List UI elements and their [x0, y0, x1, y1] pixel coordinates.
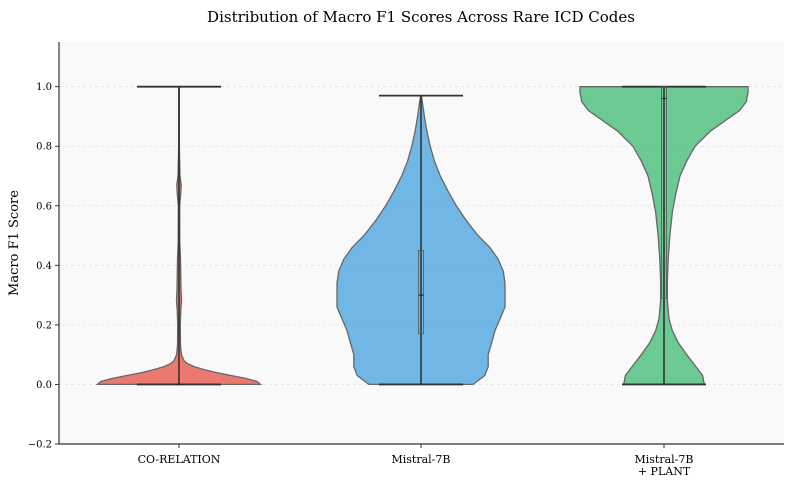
y-tick-label: 0.8 — [36, 142, 52, 153]
y-tick-label: 0.0 — [36, 380, 52, 391]
violin-group — [95, 85, 263, 386]
violin-group — [579, 85, 749, 386]
violins — [95, 85, 749, 386]
x-tick-label: Mistral-7B — [392, 453, 451, 466]
y-tick-label: 0.4 — [36, 261, 52, 272]
y-tick-label: 1.0 — [36, 82, 52, 93]
violin-group — [336, 94, 506, 386]
axes: −0.2 0.0 0.2 0.4 0.6 0.8 1.0 CO-RELATION Mistral… — [28, 42, 784, 478]
y-axis-label: Macro F1 Score — [7, 190, 22, 296]
x-tick-label: CO-RELATION — [138, 453, 221, 466]
y-tick-label: 0.2 — [36, 320, 52, 331]
iqr-box — [418, 250, 424, 335]
chart-title: Distribution of Macro F1 Scores Across R… — [207, 8, 635, 26]
x-tick-label: Mistral-7B — [635, 453, 694, 466]
y-tick-label: −0.2 — [28, 440, 52, 451]
iqr-box — [661, 86, 667, 299]
x-tick-label: + PLANT — [638, 465, 691, 478]
y-tick-label: 0.6 — [36, 201, 52, 212]
